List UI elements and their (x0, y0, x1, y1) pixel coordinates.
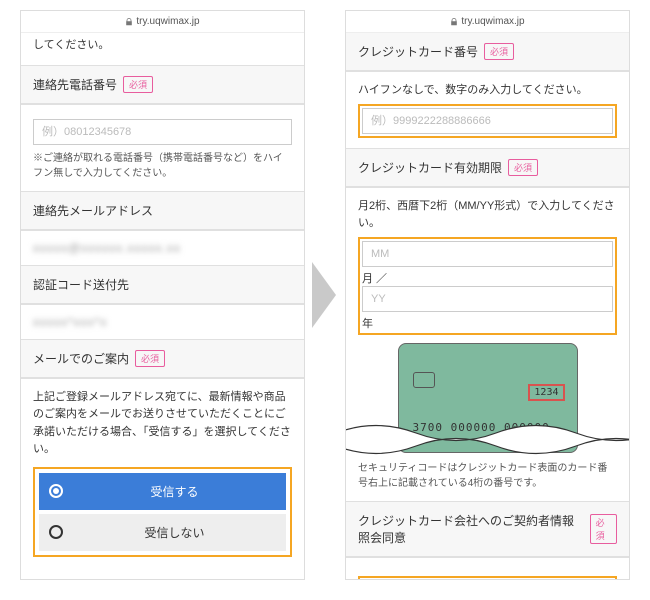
required-badge: 必須 (508, 159, 538, 176)
lock-icon (125, 18, 133, 26)
expiry-section-header: クレジットカード有効期限 必須 (346, 148, 629, 187)
right-phone-frame: try.uqwimax.jp クレジットカード番号 必須 ハイフンなしで、数字の… (345, 10, 630, 580)
cvv-note: セキュリティコードはクレジットカード表面のカード番号右上に記載されている4桁の番… (358, 461, 617, 491)
url-bar-right: try.uqwimax.jp (346, 11, 629, 33)
authdest-section-header: 認証コード送付先 (21, 265, 304, 304)
phone-label: 連絡先電話番号 (33, 76, 117, 93)
mailguide-section-header: メールでのご案内 必須 (21, 339, 304, 378)
authdest-value-blurred: xxxxx*xxx*x (33, 315, 292, 329)
card-chip-icon (413, 372, 435, 388)
expiry-note: 月2桁、西暦下2桁（MM/YY形式）で入力してください。 (358, 198, 617, 233)
mailguide-radio-group: 受信する 受信しない (33, 467, 292, 557)
lock-icon (450, 18, 458, 26)
phone-note: ※ご連絡が取れる電話番号（携帯電話番号など）をハイフン無しで入力してください。 (33, 151, 292, 181)
cardnum-label: クレジットカード番号 (358, 43, 478, 60)
url-text: try.uqwimax.jp (136, 16, 199, 27)
cardnum-note: ハイフンなしで、数字のみ入力してください。 (358, 82, 617, 100)
arrow-icon (310, 260, 340, 330)
radio-icon-on (49, 484, 63, 498)
phone-section-header: 連絡先電話番号 必須 (21, 65, 304, 104)
expiry-mm-input[interactable] (362, 241, 613, 267)
phone-input[interactable] (33, 119, 292, 145)
radio-not-receive[interactable]: 受信しない (39, 514, 286, 551)
cardnum-section-header: クレジットカード番号 必須 (346, 33, 629, 71)
credit-card-illustration: 1234 3700 000000 000000 (398, 343, 578, 453)
url-bar-left: try.uqwimax.jp (21, 11, 304, 33)
expiry-mm-label: 月 ／ (362, 270, 613, 286)
required-badge: 必須 (590, 514, 617, 544)
radio-receive[interactable]: 受信する (39, 473, 286, 510)
mailguide-label: メールでのご案内 (33, 350, 129, 367)
expiry-yy-input[interactable] (362, 286, 613, 312)
radio-icon-off (49, 525, 63, 539)
authdest-label: 認証コード送付先 (33, 276, 129, 293)
left-phone-frame: try.uqwimax.jp してください。 連絡先電話番号 必須 ※ご連絡が取… (20, 10, 305, 580)
expiry-label: クレジットカード有効期限 (358, 159, 502, 176)
email-section-header: 連絡先メールアドレス (21, 191, 304, 230)
email-label: 連絡先メールアドレス (33, 202, 153, 219)
consent-label: クレジットカード会社へのご契約者情報照会同意 (358, 512, 584, 546)
consent-checkbox-row[interactable]: ご契約者情報を、クレジットカード会社へ照会することに同意します。 (358, 576, 617, 580)
radio-receive-label: 受信する (73, 483, 276, 500)
required-badge: 必須 (484, 43, 514, 60)
cardnum-input[interactable] (362, 108, 613, 134)
url-text: try.uqwimax.jp (461, 16, 524, 27)
required-badge: 必須 (123, 76, 153, 93)
card-cvv-highlight: 1234 (528, 384, 564, 401)
radio-not-receive-label: 受信しない (73, 524, 276, 541)
email-value-blurred: xxxxx@xxxxxx.xxxxx.xx (33, 241, 292, 255)
continuation-text: してください。 (33, 39, 109, 51)
card-number-sample: 3700 000000 000000 (413, 421, 550, 434)
consent-section-header: クレジットカード会社へのご契約者情報照会同意 必須 (346, 501, 629, 557)
mailguide-desc: 上記ご登録メールアドレス宛てに、最新情報や商品のご案内をメールでお送りさせていた… (33, 389, 292, 459)
required-badge: 必須 (135, 350, 165, 367)
expiry-yy-label: 年 (362, 315, 613, 331)
